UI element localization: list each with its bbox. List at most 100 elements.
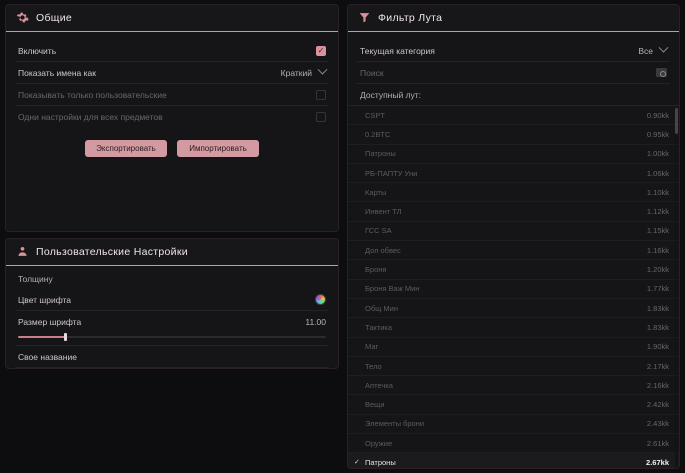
font-color-row[interactable]: Цвет шрифта	[15, 289, 329, 311]
loot-list-item[interactable]: ✓ Вещи 2.42kk	[348, 395, 679, 415]
gear-icon	[16, 11, 29, 24]
import-button[interactable]: Импортировать	[177, 140, 259, 157]
loot-list-item[interactable]: ✓ Карты 1.10kk	[348, 183, 679, 203]
loot-list-item[interactable]: ✓ Патроны 1.00kk	[348, 145, 679, 164]
font-size-label: Размер шрифта	[18, 317, 82, 327]
font-size-slider[interactable]	[18, 333, 326, 341]
loot-item-value: 2.17kk	[646, 361, 669, 371]
loot-list-item[interactable]: ✓ Тактика 1.83kk	[348, 318, 679, 338]
user-settings-panel: Пользовательские Настройки Толщину Цвет …	[5, 238, 339, 369]
loot-item-name: Тактика	[365, 322, 393, 332]
loot-item-check-icon: ✓	[354, 266, 361, 274]
search-icon[interactable]	[656, 68, 667, 77]
loot-item-name-group: ✓ Аптечка	[354, 381, 393, 390]
loot-list-item[interactable]: ✓ Элементы брони 2.43kk	[348, 415, 679, 435]
custom-name-label: Свое название	[18, 351, 77, 362]
slider-handle[interactable]	[64, 333, 68, 341]
user-settings-panel-body: Толщину Цвет шрифта Размер шрифта 11.00	[6, 266, 338, 368]
loot-item-check-icon: ✓	[354, 439, 361, 447]
name-format-value: Краткий	[280, 67, 312, 78]
category-value: Все	[638, 45, 653, 56]
scrollbar-track[interactable]	[675, 106, 678, 468]
custom-name-row[interactable]: Свое название	[15, 346, 329, 368]
enable-checkbox[interactable]: ✓	[316, 45, 326, 56]
font-size-slider-wrap	[15, 333, 329, 346]
user-settings-group-label: Толщину	[18, 274, 53, 284]
loot-item-name-group: ✓ Патроны	[354, 149, 396, 158]
loot-list-item[interactable]: ✓ Инвент ТЛ 1.12kk	[348, 202, 679, 222]
loot-list-item[interactable]: ✓ Тело 2.17kk	[348, 357, 679, 377]
loot-item-check-icon: ✓	[354, 227, 361, 235]
loot-item-check-icon: ✓	[354, 459, 360, 467]
loot-item-name-group: ✓ Инвент ТЛ	[354, 207, 402, 216]
loot-list-item[interactable]: ✓ Аптечка 2.16kk	[348, 376, 679, 396]
color-picker-icon[interactable]	[315, 294, 326, 305]
loot-item-name-group: ✓ Доп обвес	[354, 246, 401, 255]
general-row-shared-settings[interactable]: Одни настройки для всех предметов ✓	[15, 106, 329, 128]
loot-item-name-group: ✓ Маг	[354, 342, 378, 351]
loot-item-check-icon: ✓	[354, 362, 361, 370]
search-input[interactable]: Поиск	[360, 67, 384, 78]
only-custom-checkbox[interactable]: ✓	[316, 89, 326, 100]
font-size-row: Размер шрифта 11.00	[15, 311, 329, 333]
loot-item-value: 1.83kk	[646, 303, 669, 313]
loot-list[interactable]: ✓ CSPT 0.90kk ✓ 0.2BTC 0.95kk ✓ Патроны 1.00kk ✓ Р…	[348, 105, 679, 468]
loot-list-item[interactable]: ✓ Патроны 2.67kk	[348, 453, 679, 468]
loot-list-item[interactable]: ✓ 0.2BTC 0.95kk	[348, 125, 679, 145]
loot-item-value: 1.10kk	[646, 187, 669, 197]
category-select[interactable]: Все	[638, 42, 669, 56]
loot-list-item[interactable]: ✓ Маг 1.90kk	[348, 338, 679, 357]
loot-list-item[interactable]: ✓ ГСС SA 1.15kk	[348, 222, 679, 242]
general-panel: Общие Включить ✓ Показать имена как Крат…	[5, 4, 339, 232]
loot-item-name: Аптечка	[365, 380, 393, 390]
general-row-name-format[interactable]: Показать имена как Краткий	[15, 62, 329, 84]
loot-list-item[interactable]: ✓ РБ-ПАПТУ Уни 1.06kk	[348, 164, 679, 184]
loot-item-name-group: ✓ Элементы брони	[354, 419, 424, 428]
loot-item-check-icon: ✓	[354, 169, 361, 177]
loot-list-item[interactable]: ✓ Доп обвес 1.16kk	[348, 241, 679, 261]
loot-item-name: Патроны	[365, 149, 396, 159]
scrollbar-thumb[interactable]	[675, 108, 678, 134]
loot-item-value: 2.43kk	[646, 419, 669, 429]
loot-item-check-icon: ✓	[354, 111, 361, 119]
loot-item-value: 0.90kk	[646, 110, 669, 120]
loot-item-name-group: ✓ Тело	[354, 362, 382, 371]
general-row-enable[interactable]: Включить ✓	[15, 40, 329, 62]
loot-filter-controls: Текущая категория Все Поиск Доступный лу…	[348, 32, 679, 105]
category-row[interactable]: Текущая категория Все	[357, 40, 670, 62]
loot-item-name: CSPT	[365, 110, 386, 120]
loot-filter-panel-header: Фильтр Лута	[348, 5, 679, 32]
general-panel-header: Общие	[6, 5, 338, 32]
loot-list-item[interactable]: ✓ CSPT 0.90kk	[348, 106, 679, 126]
slider-fill	[18, 336, 68, 338]
loot-item-value: 2.61kk	[646, 438, 669, 448]
loot-item-value: 1.83kk	[646, 322, 669, 332]
loot-item-name: Карты	[365, 187, 387, 197]
loot-item-check-icon: ✓	[354, 285, 361, 293]
loot-item-value: 1.00kk	[646, 149, 669, 159]
slider-track	[18, 336, 326, 338]
shared-settings-checkbox[interactable]: ✓	[316, 112, 326, 122]
export-button[interactable]: Экспортировать	[85, 140, 167, 157]
loot-list-item[interactable]: ✓ Оружие 2.61kk	[348, 434, 679, 454]
name-format-select[interactable]: Краткий	[280, 64, 328, 78]
loot-item-value: 1.12kk	[646, 207, 669, 217]
loot-item-name: 0.2BTC	[365, 129, 391, 139]
chevron-down-icon	[317, 64, 328, 75]
import-export-button-row: Экспортировать Импортировать	[15, 140, 329, 157]
search-row[interactable]: Поиск	[357, 62, 670, 84]
loot-list-item[interactable]: ✓ Броня Важ Мин 1.77kk	[348, 280, 679, 299]
general-row-enable-label: Включить	[18, 45, 57, 56]
loot-item-name: Броня	[365, 265, 387, 275]
general-row-only-custom[interactable]: Показывать только пользовательские ✓	[15, 84, 329, 106]
loot-list-item[interactable]: ✓ Общ Мин 1.83kk	[348, 299, 679, 319]
loot-item-check-icon: ✓	[354, 246, 361, 254]
loot-item-check-icon: ✓	[354, 401, 361, 409]
loot-item-name-group: ✓ CSPT	[354, 111, 385, 120]
loot-item-name: Оружие	[365, 438, 393, 448]
loot-item-value: 2.67kk	[646, 457, 669, 467]
right-column: Фильтр Лута Текущая категория Все Поиск …	[343, 0, 685, 473]
loot-item-value: 1.15kk	[646, 226, 669, 236]
category-label: Текущая категория	[360, 45, 435, 56]
loot-list-item[interactable]: ✓ Броня 1.20kk	[348, 260, 679, 280]
